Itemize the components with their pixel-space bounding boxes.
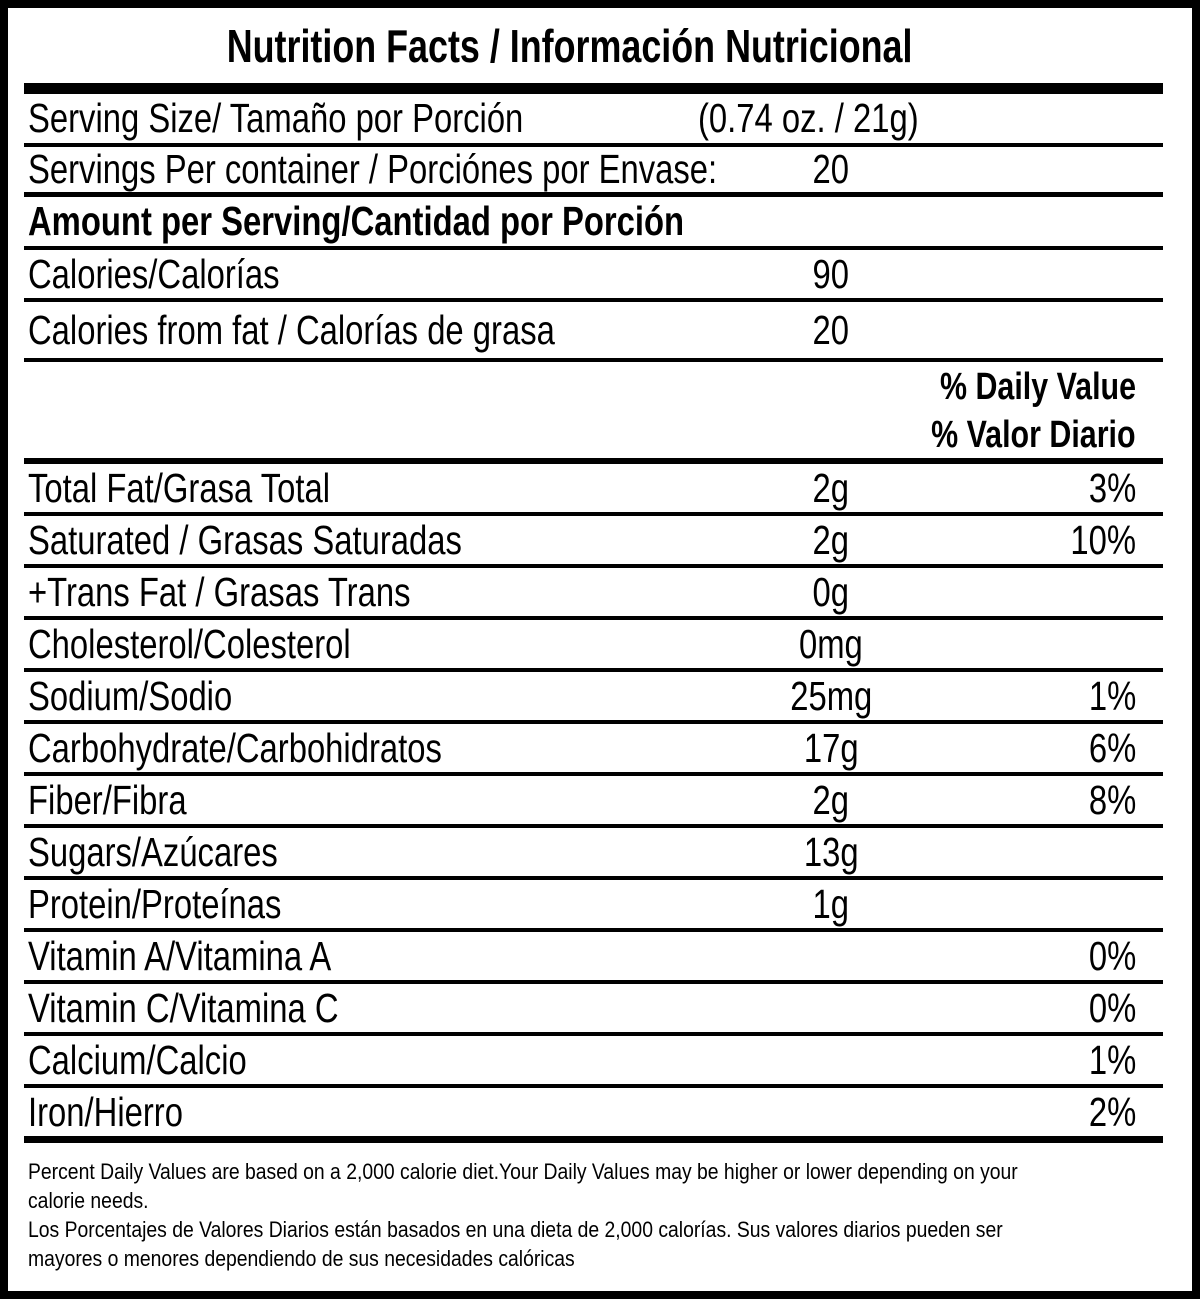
nutrient-value: 0g: [812, 568, 850, 615]
serving-size-row: Serving Size/ Tamaño por Porción (0.74 o…: [8, 94, 1192, 143]
separator: [24, 298, 1163, 302]
separator: [24, 564, 1163, 568]
label-title: Nutrition Facts / Información Nutriciona…: [227, 19, 913, 72]
calories-from-fat-label: Calories from fat / Calorías de grasa: [28, 306, 555, 353]
title-divider-bar: [24, 83, 1163, 94]
separator: [24, 143, 1163, 147]
nutrient-value: 2g: [812, 464, 850, 511]
nutrient-row-protein: Protein/Proteínas 1g: [8, 880, 1192, 928]
separator: [24, 1084, 1163, 1088]
footnote-line: Percent Daily Values are based on a 2,00…: [28, 1159, 1018, 1184]
nutrient-label: Sugars/Azúcares: [28, 828, 278, 875]
nutrient-label: +Trans Fat / Grasas Trans: [28, 568, 411, 615]
separator: [24, 1136, 1163, 1143]
nutrient-value: 1g: [812, 880, 850, 927]
nutrient-percent: 0%: [1088, 932, 1136, 979]
separator: [24, 1032, 1163, 1036]
nutrient-label: Fiber/Fibra: [28, 776, 187, 823]
footnote-line: calorie needs.: [28, 1188, 149, 1213]
nutrient-value: 25mg: [789, 672, 873, 719]
nutrient-row-fiber: Fiber/Fibra 2g 8%: [8, 776, 1192, 824]
nutrient-percent: 1%: [1088, 1036, 1136, 1083]
separator: [24, 358, 1163, 362]
nutrient-row-sugars: Sugars/Azúcares 13g: [8, 828, 1192, 876]
separator: [24, 512, 1163, 516]
nutrient-percent: 8%: [1088, 776, 1136, 823]
nutrient-percent: 3%: [1088, 464, 1136, 511]
servings-per-container-row: Servings Per container / Porciónes por E…: [8, 147, 1192, 192]
separator: [24, 616, 1163, 620]
label-title-row: Nutrition Facts / Información Nutriciona…: [8, 8, 1192, 83]
calories-from-fat-value: 20: [812, 306, 850, 353]
nutrient-label: Protein/Proteínas: [28, 880, 282, 927]
separator: [24, 246, 1163, 250]
calories-from-fat-row: Calories from fat / Calorías de grasa 20: [8, 302, 1192, 358]
nutrient-row-iron: Iron/Hierro 2%: [8, 1088, 1192, 1136]
nutrient-label: Cholesterol/Colesterol: [28, 620, 351, 667]
daily-value-footnote: Percent Daily Values are based on a 2,00…: [8, 1143, 1192, 1273]
daily-value-header-en-label: % Daily Value: [939, 366, 1136, 408]
separator: [24, 824, 1163, 828]
separator: [24, 458, 1163, 464]
nutrient-row-carbohydrate: Carbohydrate/Carbohidratos 17g 6%: [8, 724, 1192, 772]
nutrient-row-saturated-fat: Saturated / Grasas Saturadas 2g 10%: [8, 516, 1192, 564]
nutrient-label: Total Fat/Grasa Total: [28, 464, 331, 511]
nutrient-row-total-fat: Total Fat/Grasa Total 2g 3%: [8, 464, 1192, 512]
nutrient-row-calcium: Calcium/Calcio 1%: [8, 1036, 1192, 1084]
daily-value-header-en: % Daily Value: [8, 362, 1192, 412]
nutrient-row-vitamin-a: Vitamin A/Vitamina A 0%: [8, 932, 1192, 980]
calories-label: Calories/Calorías: [28, 250, 280, 297]
nutrient-value: 2g: [812, 516, 850, 563]
footnote-line: mayores o menores dependiendo de sus nec…: [28, 1246, 575, 1271]
serving-size-label: Serving Size/ Tamaño por Porción: [28, 95, 524, 141]
nutrient-row-vitamin-c: Vitamin C/Vitamina C 0%: [8, 984, 1192, 1032]
nutrient-label: Calcium/Calcio: [28, 1036, 247, 1083]
nutrient-percent: 10%: [1070, 516, 1136, 563]
nutrient-value: 13g: [803, 828, 859, 875]
separator: [24, 928, 1163, 932]
nutrient-percent: 1%: [1088, 672, 1136, 719]
nutrient-row-trans-fat: +Trans Fat / Grasas Trans 0g: [8, 568, 1192, 616]
nutrient-percent: 6%: [1088, 724, 1136, 771]
separator: [24, 668, 1163, 672]
footnote-line: Los Porcentajes de Valores Diarios están…: [28, 1217, 1003, 1242]
nutrient-value: 2g: [812, 776, 850, 823]
daily-value-header-es: % Valor Diario: [8, 412, 1192, 458]
nutrient-percent: 0%: [1088, 984, 1136, 1031]
calories-row: Calories/Calorías 90: [8, 250, 1192, 298]
nutrient-label: Vitamin C/Vitamina C: [28, 984, 339, 1031]
nutrient-label: Sodium/Sodio: [28, 672, 233, 719]
servings-label: Servings Per container / Porciónes por E…: [28, 146, 718, 192]
calories-value: 90: [812, 250, 850, 297]
nutrient-label: Carbohydrate/Carbohidratos: [28, 724, 442, 771]
serving-size-value: (0.74 oz. / 21g): [698, 95, 919, 141]
nutrient-label: Iron/Hierro: [28, 1088, 183, 1135]
nutrient-value: 17g: [803, 724, 859, 771]
separator: [24, 980, 1163, 984]
amount-per-serving-header: Amount per Serving/Cantidad por Porción: [8, 197, 1192, 246]
separator: [24, 772, 1163, 776]
servings-value: 20: [812, 146, 850, 192]
nutrient-value: 0mg: [799, 620, 863, 667]
nutrient-label: Saturated / Grasas Saturadas: [28, 516, 462, 563]
daily-value-header-es-label: % Valor Diario: [931, 414, 1136, 456]
nutrient-row-sodium: Sodium/Sodio 25mg 1%: [8, 672, 1192, 720]
nutrient-label: Vitamin A/Vitamina A: [28, 932, 332, 979]
nutrient-percent: 2%: [1088, 1088, 1136, 1135]
separator: [24, 192, 1163, 197]
section-header-label: Amount per Serving/Cantidad por Porción: [28, 198, 685, 244]
nutrient-row-cholesterol: Cholesterol/Colesterol 0mg: [8, 620, 1192, 668]
separator: [24, 876, 1163, 880]
separator: [24, 720, 1163, 724]
